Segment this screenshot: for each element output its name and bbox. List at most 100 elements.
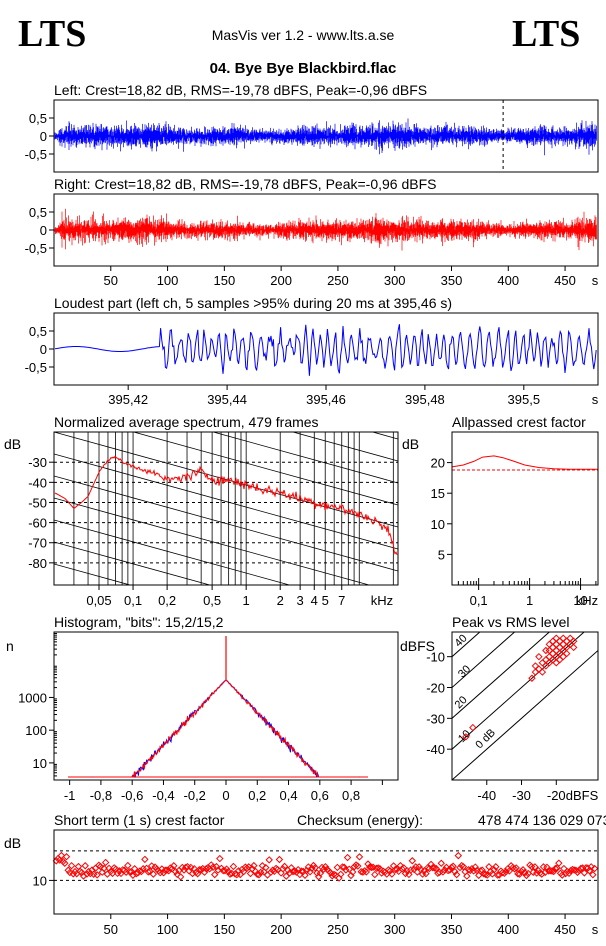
crest-point: [354, 862, 362, 870]
crest-point: [452, 870, 461, 879]
crest-point: [408, 857, 417, 865]
plot-frame: [53, 431, 399, 586]
x-tick-label: 1: [526, 593, 533, 608]
y-tick-label: 10: [33, 873, 47, 888]
crest-point: [171, 867, 180, 876]
crest-line: [452, 632, 551, 720]
y-tick-label: -60: [28, 516, 47, 531]
crest-point: [308, 864, 316, 872]
crest-point: [108, 869, 117, 878]
crest-point: [311, 864, 319, 872]
crest-point: [447, 863, 456, 872]
crest-point: [415, 863, 423, 871]
crest-point: [371, 870, 379, 879]
crest-point: [449, 862, 457, 870]
slope-line: [54, 453, 398, 550]
y-tick-label: 5: [438, 547, 445, 562]
x-tick-label: 0,4: [280, 788, 298, 803]
spectrum-grid: [54, 300, 398, 585]
x-tick-label: 50: [104, 273, 118, 288]
crest-point: [584, 864, 592, 872]
crest-point: [422, 869, 430, 878]
crest-point: [256, 868, 265, 877]
crest-point: [350, 862, 359, 871]
x-tick-label: 150: [214, 922, 236, 937]
crest-point: [251, 867, 260, 876]
x-tick-label: 395,44: [207, 392, 247, 407]
loudest-title: Loudest part (left ch, 5 samples >95% du…: [54, 295, 452, 311]
x-tick-label: 150: [214, 273, 236, 288]
slope-line: [54, 541, 212, 585]
crest-point: [410, 865, 418, 874]
crest-point: [176, 873, 185, 881]
slope-line: [54, 300, 398, 395]
y-tick-label: 0,5: [29, 324, 47, 339]
crest-point: [83, 870, 91, 878]
x-tick-label: -0,6: [121, 788, 143, 803]
crest-point: [67, 861, 76, 870]
crest-point: [580, 869, 589, 877]
x-tick-label: 0,1: [124, 593, 142, 608]
scatter-point: [469, 723, 477, 732]
crest-point: [437, 859, 445, 867]
crest-point: [217, 864, 226, 873]
crest-point: [180, 866, 188, 874]
x-tick-label: 7: [338, 593, 345, 608]
plot-frame: [451, 631, 599, 781]
x-tick-label: 10: [573, 593, 587, 608]
crest-point: [348, 868, 357, 876]
crest-line-label: 20: [453, 694, 470, 711]
scatter-point: [552, 634, 560, 642]
crest-line-label: 40: [453, 632, 470, 649]
histogram-left-trace: [225, 679, 360, 778]
x-tick-label: 400: [497, 922, 519, 937]
crest-point: [456, 863, 464, 872]
crest-point: [493, 871, 502, 879]
y-tick-label: 100: [25, 723, 47, 738]
crest-point: [61, 859, 69, 867]
x-tick-label: 200: [270, 273, 292, 288]
crest-point: [451, 867, 459, 876]
y-tick-label: -0,5: [25, 360, 47, 375]
crest-point: [285, 869, 294, 877]
x-tick-label: 100: [157, 922, 179, 937]
crest-point: [538, 870, 546, 878]
crest-point: [214, 866, 222, 874]
crest-point: [265, 856, 273, 864]
crest-point: [149, 870, 158, 878]
crest-point: [275, 855, 284, 864]
crest-point: [279, 865, 287, 873]
slope-line: [291, 432, 398, 462]
x-unit-label: s: [592, 273, 599, 288]
crest-point: [567, 866, 575, 875]
x-tick-label: 2: [277, 593, 284, 608]
crest-point: [391, 865, 399, 874]
peakrms-ylabel: dBFS: [400, 638, 435, 654]
crest-point: [364, 860, 372, 868]
slope-line: [132, 432, 398, 506]
crest-point: [423, 864, 432, 872]
y-tick-label: 0: [40, 223, 47, 238]
crest-point: [239, 867, 248, 876]
crest-point: [512, 864, 520, 872]
crest-point: [270, 867, 279, 876]
crest-point: [498, 868, 507, 877]
x-tick-label: 0,2: [248, 788, 266, 803]
scatter-point: [462, 733, 470, 741]
crest-point: [195, 866, 204, 874]
scatter-point: [563, 649, 571, 658]
crest-point: [519, 866, 527, 874]
x-tick-label: 395,46: [306, 392, 346, 407]
crest-point: [355, 853, 364, 861]
crest-point: [301, 871, 309, 879]
crest-point: [170, 862, 178, 870]
crest-point: [377, 869, 386, 877]
y-tick-label: -70: [28, 536, 47, 551]
crest-point: [125, 867, 134, 876]
crest-point: [342, 866, 350, 874]
x-tick-label: 0,8: [342, 788, 360, 803]
crest-point: [258, 862, 267, 870]
crest-point: [316, 869, 325, 877]
histogram-right-trace: [225, 679, 360, 778]
crest-point: [328, 872, 336, 880]
